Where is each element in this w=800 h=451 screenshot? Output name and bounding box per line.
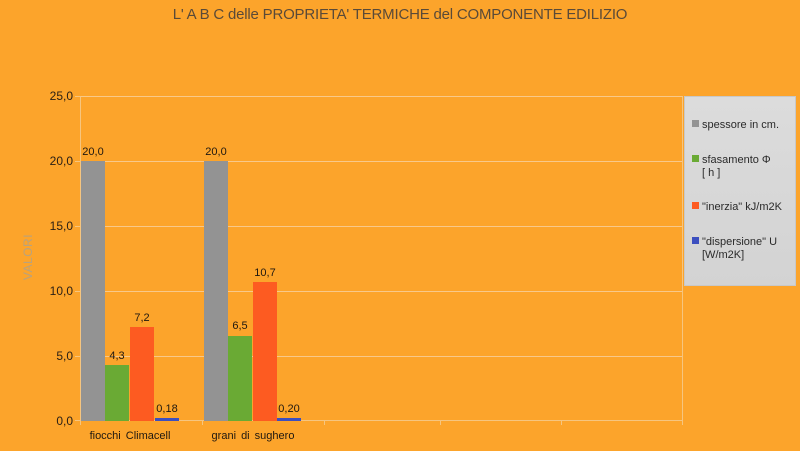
legend-label-line2: [ h ] [702, 167, 721, 179]
legend-label-line2: [W/m2K] [702, 249, 745, 261]
bar-value-label: 0,20 [278, 403, 300, 415]
y-tick-mark [75, 291, 80, 292]
chart-title: L' A B C delle PROPRIETA' TERMICHE del C… [172, 6, 628, 23]
y-axis-label: VALORI [21, 233, 35, 281]
bar-dispersione-climacell [155, 418, 179, 421]
bar-sfasamento-sughero [228, 336, 252, 421]
x-category-label: grani di sughero [211, 430, 295, 442]
bar-value-label: 10,7 [254, 267, 276, 279]
y-tick-mark [75, 420, 80, 421]
x-tick-mark [561, 421, 562, 425]
legend-swatch-green [692, 155, 699, 162]
legend-swatch-orange [692, 202, 699, 209]
legend-label: "inerzia" kJ/m2K [702, 201, 782, 213]
bar-spessore-sughero [204, 161, 228, 421]
legend-label: sfasamento Φ [702, 154, 771, 166]
y-tick-label: 5,0 [56, 349, 73, 363]
x-tick-mark [80, 421, 81, 425]
bar-value-label: 20,0 [82, 146, 104, 158]
x-tick-mark [202, 421, 203, 425]
gridline [81, 356, 682, 357]
x-category-label: fiocchi Climacell [89, 430, 171, 442]
y-tick-mark [75, 161, 80, 162]
legend-swatch-gray [692, 120, 699, 127]
bar-value-label: 7,2 [134, 312, 150, 324]
bar-value-label: 6,5 [232, 320, 248, 332]
bar-inerzia-climacell [130, 327, 154, 421]
bar-spessore-climacell [81, 161, 105, 421]
legend-item-sfasamento: sfasamento Φ [ h ] [692, 154, 796, 180]
plot-area [80, 96, 683, 421]
legend-swatch-blue [692, 237, 699, 244]
legend-label: spessore in cm. [702, 119, 780, 131]
bar-dispersione-sughero [277, 418, 301, 421]
chart-legend: spessore in cm. sfasamento Φ [ h ] "iner… [684, 96, 796, 286]
gridline [81, 161, 682, 162]
gridline [81, 226, 682, 227]
x-tick-mark [682, 421, 683, 425]
x-tick-mark [324, 421, 325, 425]
y-tick-label: 15,0 [49, 219, 73, 233]
legend-label: "dispersione" U [702, 236, 778, 248]
bar-value-label: 20,0 [205, 146, 227, 158]
bar-value-label: 0,18 [156, 403, 178, 415]
y-tick-mark [75, 96, 80, 97]
bar-value-label: 4,3 [109, 350, 125, 362]
gridline [81, 291, 682, 292]
legend-item-dispersione: "dispersione" U [W/m2K] [692, 236, 796, 262]
y-tick-label: 20,0 [49, 154, 73, 168]
y-tick-mark [75, 356, 80, 357]
bar-sfasamento-climacell [105, 365, 129, 421]
bar-inerzia-sughero [253, 282, 277, 421]
y-tick-label: 25,0 [49, 89, 73, 103]
legend-item-spessore: spessore in cm. [692, 119, 796, 132]
legend-item-inerzia: "inerzia" kJ/m2K [692, 201, 796, 214]
y-tick-mark [75, 226, 80, 227]
x-tick-mark [440, 421, 441, 425]
y-tick-label: 0,0 [56, 414, 73, 428]
y-tick-label: 10,0 [49, 284, 73, 298]
